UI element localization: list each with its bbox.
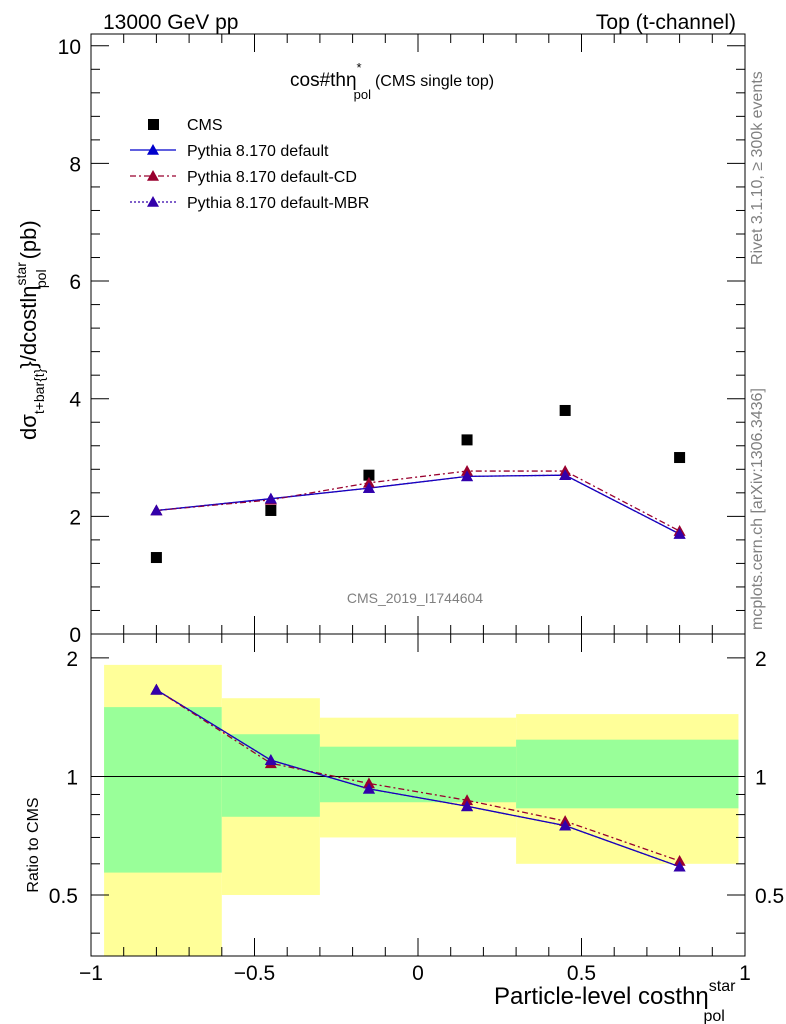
ratio-series	[150, 683, 686, 872]
x-axis-label: Particle-level costhηstar pol	[494, 978, 736, 1024]
cms-point	[265, 504, 277, 516]
ratio-band-inner-2	[319, 746, 517, 803]
main-ylabel-sub2: pol	[33, 269, 49, 288]
ratio-series-marker-1	[362, 777, 375, 789]
main-series-line-3	[156, 474, 680, 535]
x-axis-label-sub: pol	[703, 1008, 724, 1024]
cms-point	[461, 434, 473, 446]
main-ytick-label: 8	[69, 153, 81, 176]
header-right: Top (t-channel)	[596, 11, 736, 34]
main-ylabel: dσt+bar{t}}/dcostlηstar pol (pb)	[13, 220, 49, 440]
ratio-series-marker-2	[559, 819, 572, 831]
legend-marker-cms	[148, 119, 159, 130]
plot-title: cos#thη* pol (CMS single top)	[290, 60, 494, 102]
plot-title-tail: (CMS single top)	[375, 73, 494, 90]
x-tick-label: −0.5	[234, 962, 275, 985]
legend-marker-2	[147, 170, 159, 181]
x-tick-label: −1	[79, 962, 103, 985]
legend-label: Pythia 8.170 default	[187, 143, 329, 160]
ratio-series-marker-1	[673, 854, 686, 866]
main-ylabel-pre: dσ	[16, 414, 41, 440]
main-ylabel-sup: star	[13, 262, 29, 286]
plot-title-main: cos#thη	[290, 70, 357, 91]
plot-title-sup: *	[357, 60, 362, 75]
x-tick-label: 1	[739, 962, 751, 985]
cms-point	[559, 404, 571, 416]
legend-label: Pythia 8.170 default-CD	[187, 169, 357, 186]
ratio-ylabel: Ratio to CMS	[25, 797, 42, 892]
ratio-series-marker-2	[264, 754, 277, 765]
main-series-marker-3	[150, 504, 163, 516]
ratio-band-inner-3	[516, 739, 739, 809]
cms-point	[674, 452, 686, 464]
ratio-ytick-label-right: 1	[755, 766, 767, 789]
legend-label: Pythia 8.170 default-MBR	[187, 195, 369, 212]
ratio-ytick-label-right: 0.5	[755, 885, 784, 908]
x-tick-label: 0	[412, 962, 424, 985]
main-series-line-2	[156, 470, 680, 532]
legend-label: CMS	[187, 117, 223, 134]
cms-point	[150, 552, 162, 564]
ratio-series-marker-1	[461, 794, 474, 806]
rivet-label: Rivet 3.1.10, ≥ 300k events	[749, 71, 766, 265]
x-axis-label-main: Particle-level costhη	[494, 983, 709, 1010]
legend-marker-1	[147, 144, 159, 155]
main-ytick-label: 6	[69, 271, 81, 294]
main-series-marker-3	[559, 469, 572, 480]
mcplots-label: mcplots.cern.ch [arXiv:1306.3436]	[749, 388, 766, 630]
main-ytick-label: 2	[69, 506, 81, 529]
ratio-ytick-label-left: 0.5	[49, 885, 78, 908]
plot-title-sub: pol	[354, 87, 371, 102]
legend-marker-3	[147, 196, 159, 207]
ratio-series-marker-2	[673, 860, 686, 872]
ratio-axes: 0.5 0.5 1 1 2 2 −1 −0.5 0 0.5 1	[49, 633, 784, 985]
ratio-series-line-2	[156, 689, 680, 868]
ratio-band-inner-1	[221, 734, 320, 817]
legend: CMS Pythia 8.170 default Pythia 8.170 defa…	[130, 117, 369, 212]
ratio-band-inner-0	[104, 707, 222, 873]
ratio-ytick-label-left: 1	[66, 766, 78, 789]
main-series-marker-3	[264, 492, 277, 504]
ratio-ytick-label-left: 2	[66, 648, 78, 671]
ratio-series-marker-2	[362, 782, 375, 794]
ratio-ytick-label-right: 2	[755, 648, 767, 671]
main-ylabel-sub: t+bar{t}	[31, 368, 47, 414]
ratio-series-marker-2	[461, 800, 474, 812]
main-ylabel-unit: (pb)	[16, 220, 41, 259]
main-ytick-label: 10	[58, 36, 81, 59]
cms-point	[363, 469, 375, 481]
header-left: 13000 GeV pp	[103, 11, 238, 34]
main-series-marker-3	[673, 528, 686, 539]
main-ytick-label: 4	[69, 389, 81, 412]
ratio-series-line-1	[156, 689, 680, 862]
ratio-series-marker-2	[150, 683, 163, 695]
main-ylabel-mid: }/dcostlη	[16, 285, 41, 368]
x-tick-label: 0.5	[567, 962, 596, 985]
ratio-bands	[104, 664, 739, 956]
main-series-line-1	[156, 474, 680, 535]
main-series	[150, 404, 686, 564]
x-axis-label-sup: star	[709, 978, 736, 995]
main-series-marker-3	[362, 482, 375, 493]
main-series-marker-3	[461, 470, 474, 482]
main-ytick-label: 0	[69, 624, 81, 647]
watermark: CMS_2019_I1744604	[347, 590, 483, 606]
